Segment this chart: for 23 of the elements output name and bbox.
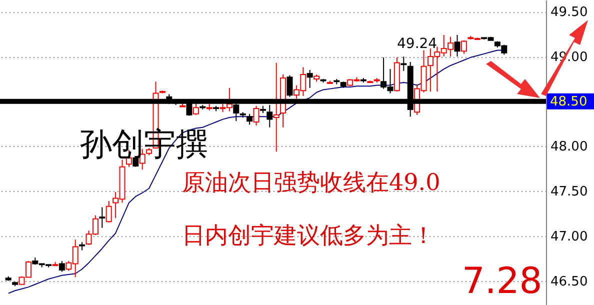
candlestick: [106, 200, 112, 223]
candlestick: [273, 62, 280, 152]
annotation: 日内创宇建议低多为主！: [182, 223, 435, 249]
y-tick-label: 49.50: [550, 5, 588, 20]
y-tick-label: 46.50: [550, 274, 588, 290]
candlestick: [192, 102, 199, 116]
candlestick: [58, 260, 65, 272]
candlestick: [139, 148, 146, 170]
y-tick-label: 47.50: [550, 184, 588, 200]
candlestick: [253, 105, 260, 126]
y-tick-label: 47.00: [550, 229, 588, 244]
candlestick: [246, 113, 253, 126]
annotation: 49.24: [397, 36, 438, 52]
ref-line-label: 48.50: [550, 94, 588, 110]
y-tick-label: 48.00: [550, 140, 588, 155]
candlestick: [306, 69, 313, 88]
candlestick: [286, 74, 293, 98]
candlestick: [454, 34, 460, 58]
candlestick: [460, 40, 467, 54]
candlestick: [99, 206, 106, 228]
annotation: 原油次日强势收线在49.0: [182, 170, 440, 196]
annotation: 7.28: [462, 261, 542, 302]
candlestick: [400, 56, 407, 72]
